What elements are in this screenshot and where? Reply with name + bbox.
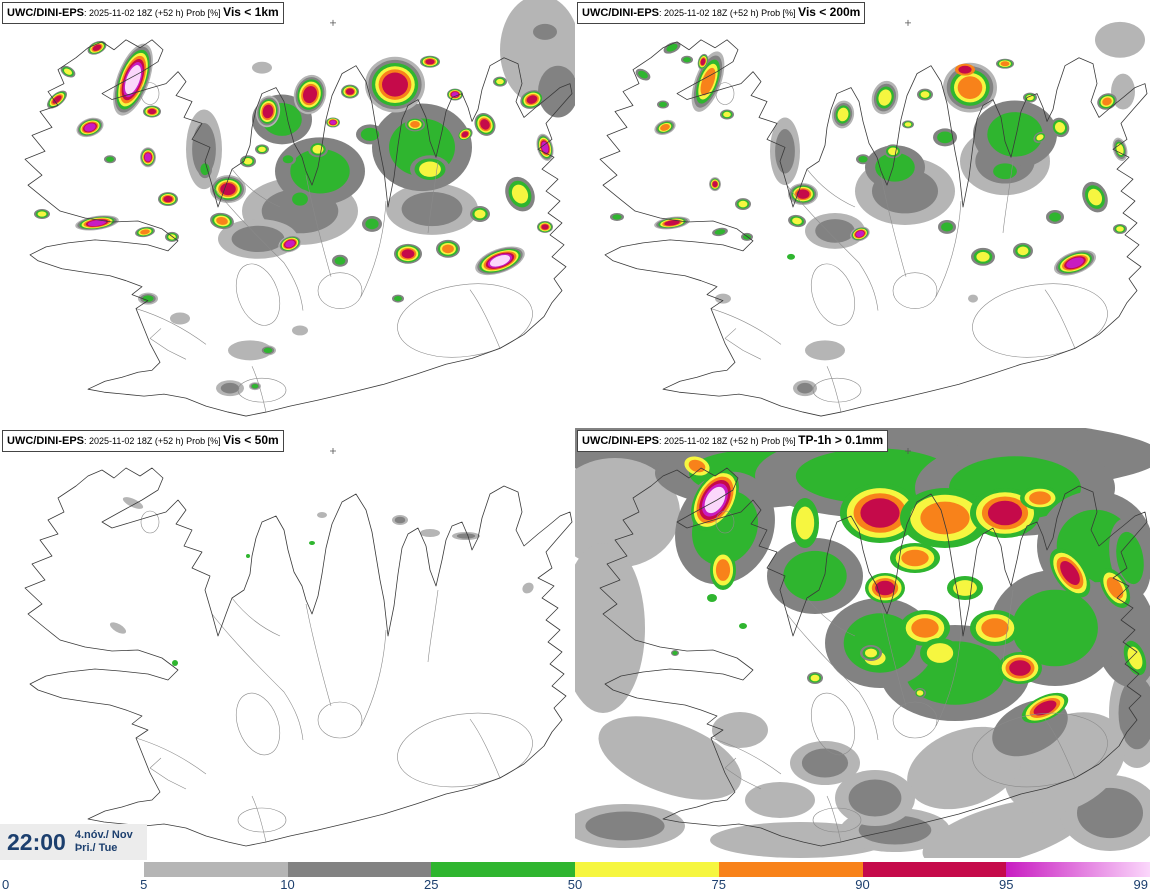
panel-title: UWC/DINI-EPS: 2025-11-02 18Z (+52 h) Pro… bbox=[2, 430, 284, 452]
model-name: UWC/DINI-EPS bbox=[582, 435, 659, 447]
panel-title: UWC/DINI-EPS: 2025-11-02 18Z (+52 h) Pro… bbox=[577, 430, 889, 452]
colorbar-segment-90-95 bbox=[862, 862, 1007, 877]
map-panel-vis-200m: UWC/DINI-EPS: 2025-11-02 18Z (+52 h) Pro… bbox=[575, 0, 1150, 428]
panel-title: UWC/DINI-EPS: 2025-11-02 18Z (+52 h) Pro… bbox=[2, 2, 284, 24]
map-panel-precip-1h: UWC/DINI-EPS: 2025-11-02 18Z (+52 h) Pro… bbox=[575, 428, 1150, 858]
colorbar-tick-label: 50 bbox=[567, 877, 583, 891]
colorbar-segment-95-99 bbox=[1006, 862, 1150, 877]
colorbar-tick-label: 95 bbox=[999, 877, 1014, 891]
run-info: : 2025-11-02 18Z (+52 h) Prob [%] bbox=[659, 8, 799, 18]
valid-time: 22:00 bbox=[7, 828, 66, 855]
colorbar-tick-label: 90 bbox=[855, 877, 870, 891]
probability-map-vis-1km bbox=[24, 0, 575, 417]
probability-map-vis-50m bbox=[24, 448, 573, 847]
probability-map-precip-1h bbox=[575, 428, 1150, 858]
map-panel-vis-50m: UWC/DINI-EPS: 2025-11-02 18Z (+52 h) Pro… bbox=[0, 428, 575, 858]
run-info: : 2025-11-02 18Z (+52 h) Prob [%] bbox=[84, 8, 224, 18]
probability-map-vis-200m bbox=[599, 19, 1148, 417]
colorbar-tick-label: 5 bbox=[140, 877, 148, 891]
valid-date: 4.nóv./ Nov Þri./ Tue bbox=[74, 828, 133, 854]
valid-time-box: 22:00 4.nóv./ Nov Þri./ Tue bbox=[0, 824, 147, 860]
panel-title: UWC/DINI-EPS: 2025-11-02 18Z (+52 h) Pro… bbox=[577, 2, 866, 24]
colorbar-segment-50-75 bbox=[575, 862, 719, 877]
variable-label: Vis < 1km bbox=[223, 5, 279, 19]
model-name: UWC/DINI-EPS bbox=[7, 435, 84, 447]
colorbar-segment-5-10 bbox=[143, 862, 288, 877]
model-name: UWC/DINI-EPS bbox=[7, 7, 84, 19]
colorbar-segment-10-25 bbox=[287, 862, 432, 877]
colorbar-tick-label: 10 bbox=[280, 877, 295, 891]
colorbar-footer: 0 5 10 25 50 75 90 95 99 bbox=[0, 858, 1150, 891]
colorbar-tick-label: 75 bbox=[711, 877, 726, 891]
colorbar-segment-75-90 bbox=[718, 862, 863, 877]
colorbar-tick-label: 0 bbox=[2, 877, 10, 891]
variable-label: TP-1h > 0.1mm bbox=[798, 433, 884, 447]
colorbar-segment-25-50 bbox=[431, 862, 575, 877]
model-name: UWC/DINI-EPS bbox=[582, 7, 659, 19]
colorbar-tick-label: 25 bbox=[424, 877, 439, 891]
variable-label: Vis < 200m bbox=[798, 5, 861, 19]
variable-label: Vis < 50m bbox=[223, 433, 279, 447]
colorbar-tick-label: 99 bbox=[1133, 877, 1148, 891]
map-panel-vis-1km: UWC/DINI-EPS: 2025-11-02 18Z (+52 h) Pro… bbox=[0, 0, 575, 428]
run-info: : 2025-11-02 18Z (+52 h) Prob [%] bbox=[84, 436, 224, 446]
run-info: : 2025-11-02 18Z (+52 h) Prob [%] bbox=[659, 436, 799, 446]
